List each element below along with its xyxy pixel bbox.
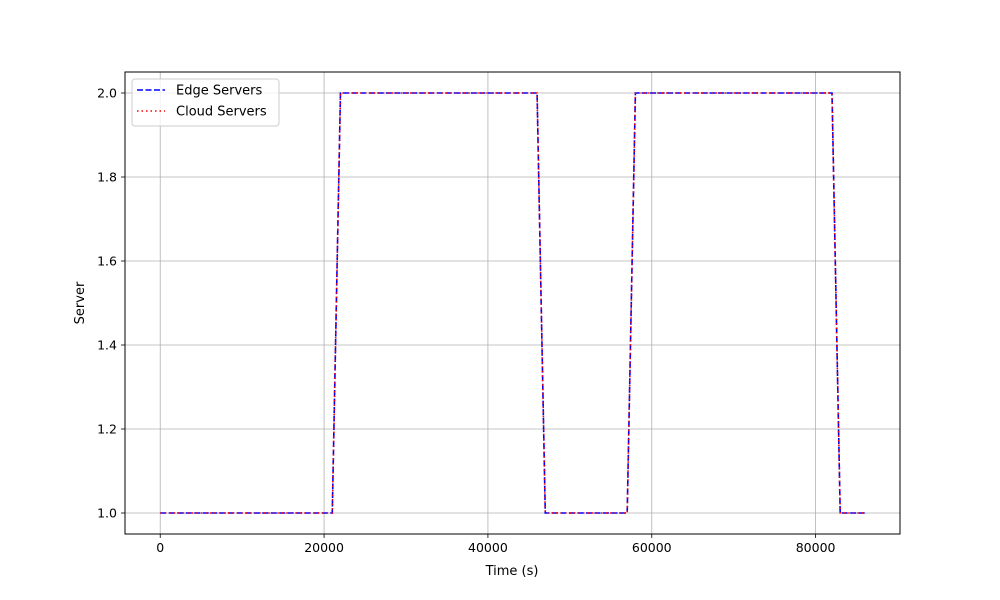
y-tick-label: 1.4	[97, 338, 117, 353]
series-lines	[160, 92, 865, 514]
legend-box	[131, 78, 280, 127]
y-tick-label: 1.2	[97, 422, 117, 437]
x-tick-label: 40000	[468, 540, 508, 555]
y-tick-label: 1.0	[97, 506, 117, 521]
x-tick-label: 20000	[304, 540, 344, 555]
y-axis-title: Server	[73, 281, 88, 324]
legend-label: Cloud Servers	[176, 105, 267, 120]
series-line-edge-servers	[160, 92, 865, 514]
y-tick-label: 2.0	[97, 86, 117, 101]
plot-frame	[124, 71, 901, 535]
x-tick-label: 60000	[632, 540, 672, 555]
x-axis-ticks: 0 20000 40000 60000 80000	[156, 534, 836, 555]
x-tick-label: 0	[156, 540, 164, 555]
x-axis-title: Time (s)	[485, 564, 539, 579]
y-tick-label: 1.6	[97, 254, 117, 269]
y-tick-label: 1.8	[97, 170, 117, 185]
legend: Edge Servers Cloud Servers	[131, 78, 280, 127]
y-axis-ticks: 1.0 1.2 1.4 1.6 1.8 2.0	[97, 86, 125, 521]
legend-label: Edge Servers	[176, 84, 262, 99]
x-tick-label: 80000	[796, 540, 836, 555]
